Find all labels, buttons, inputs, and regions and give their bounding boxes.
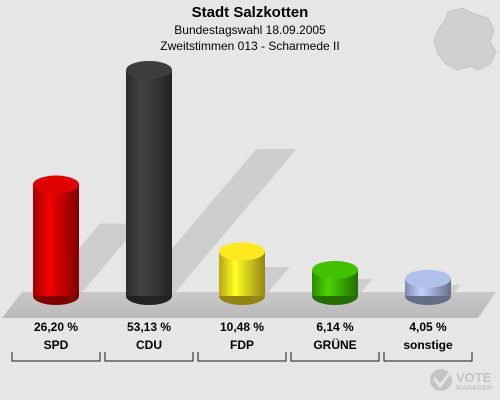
chart-title: Stadt Salzkotten — [191, 4, 309, 21]
category-label-fdp: FDP — [230, 338, 254, 352]
bar-shadow-cdu — [132, 149, 297, 296]
category-label-grüne: GRÜNE — [313, 337, 356, 352]
bar-fdp — [219, 242, 265, 305]
value-label-fdp: 10,48 % — [220, 320, 264, 334]
bar-sonstige — [405, 269, 451, 305]
bar-cdu — [126, 61, 172, 305]
category-bracket-grüne — [290, 352, 380, 362]
chart-floor — [2, 292, 496, 318]
value-label-sonstige: 4,05 % — [409, 320, 447, 334]
logo-icon — [430, 369, 452, 391]
value-label-cdu: 53,13 % — [127, 320, 171, 334]
category-label-sonstige: sonstige — [403, 338, 453, 352]
chart-subtitle-district: Zweitstimmen 013 - Scharmede II — [160, 39, 340, 53]
category-bracket-spd — [11, 352, 101, 362]
category-label-spd: SPD — [44, 338, 69, 352]
category-bracket-sonstige — [383, 352, 473, 362]
category-bracket-fdp — [197, 352, 287, 362]
value-label-grüne: 6,14 % — [316, 320, 354, 334]
bar-grüne — [312, 260, 358, 305]
germany-map-icon — [433, 7, 497, 71]
logo-text-vote: VOTE — [456, 370, 492, 385]
value-label-spd: 26,20 % — [34, 320, 78, 334]
category-bracket-cdu — [104, 352, 194, 362]
logo-check-icon — [432, 369, 454, 389]
vote-manager-logo — [430, 369, 454, 391]
logo-text-manager: MANAGER — [456, 385, 493, 392]
chart-subtitle-election: Bundestagswahl 18.09.2005 — [174, 23, 326, 37]
bar-spd — [33, 175, 79, 305]
category-label-cdu: CDU — [136, 338, 162, 352]
